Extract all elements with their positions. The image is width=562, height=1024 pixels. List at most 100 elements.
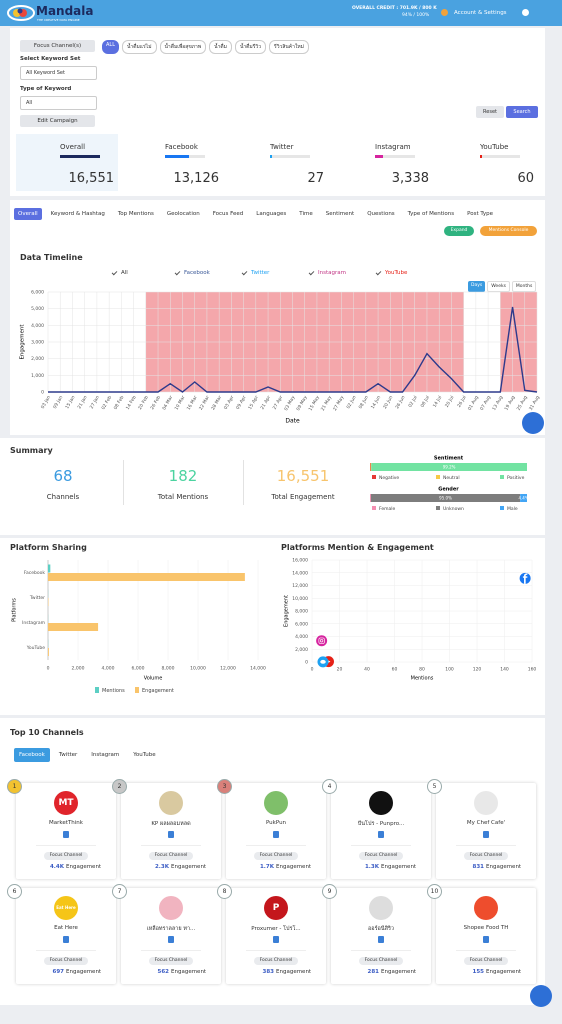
card-divider [351, 845, 411, 846]
channel-tab[interactable]: Twitter [58, 752, 78, 758]
platform-bar [165, 155, 189, 158]
platform-bar-track [375, 155, 415, 158]
avatar[interactable] [441, 9, 448, 16]
analysis-tab[interactable]: Languages [256, 211, 287, 217]
console-button[interactable]: Mentions Console [480, 226, 537, 236]
x-tick-label: 14 Jul [432, 395, 443, 409]
channel-action[interactable] [273, 936, 279, 943]
focus-pill[interactable]: Focus Channel [149, 852, 193, 860]
x-tick-label: 03 Jan [40, 395, 52, 410]
analysis-tab[interactable]: Top Mentions [117, 211, 154, 217]
channel-action[interactable] [378, 831, 384, 838]
channel-action[interactable] [483, 831, 489, 838]
focus-pill[interactable]: Focus Channel [149, 957, 193, 965]
channel-tab[interactable]: Facebook [14, 748, 50, 762]
icon-circle [316, 635, 328, 647]
analysis-tab[interactable]: Overall [14, 208, 42, 220]
y-tick-label: Facebook [24, 570, 46, 576]
channel-tab[interactable]: Instagram [91, 752, 120, 758]
scatter-point [316, 635, 328, 647]
y-tick-label: 2,000 [295, 647, 308, 653]
sharing-charts: 0 2,000 4,000 6,000 8,000 10,000 12,000 14,000 F… [12, 558, 537, 695]
focus-pill[interactable]: Focus Channel [359, 957, 403, 965]
edit-campaign[interactable]: Edit Campaign [20, 115, 95, 127]
focus-pill[interactable]: Focus Channel [44, 957, 88, 965]
type-select[interactable]: All [20, 96, 97, 110]
keyword-set-select[interactable]: All Keyword Set [20, 66, 97, 80]
keyword-chip[interactable]: น้ำดื่มเพื่อสุขภาพ [159, 40, 207, 54]
keyword-chip[interactable]: น้ำดื่มรีวิว [234, 40, 267, 54]
card-divider [36, 950, 96, 951]
stat-label: Channels [46, 493, 80, 501]
focus-pill[interactable]: Focus Channel [464, 852, 508, 860]
analysis-tab[interactable]: Keyword & Hashtag [50, 211, 105, 217]
icon-glyph [320, 659, 326, 664]
legend-label: Facebook [184, 270, 210, 276]
x-tick-label: 4,000 [102, 666, 115, 672]
y-tick-label: 14,000 [292, 570, 308, 576]
range-button[interactable]: Months [511, 281, 537, 292]
icon-glyph [320, 639, 324, 643]
analysis-tab[interactable]: Type of Mentions [407, 211, 455, 217]
chat-button[interactable] [522, 412, 544, 434]
search-button[interactable]: Search [506, 106, 538, 118]
analysis-tab[interactable]: Sentiment [325, 211, 355, 217]
x-tick-label: 15 Apr [247, 395, 260, 411]
keyword-chip[interactable]: น้ำดื่ม [209, 40, 232, 54]
analysis-tab[interactable]: Focus Feed [212, 211, 244, 217]
help-icon[interactable] [522, 9, 529, 16]
x-tick-label: 09 Jan [52, 395, 64, 410]
focus-pill[interactable]: Focus Channel [44, 852, 88, 860]
channel-action[interactable] [168, 831, 174, 838]
range-button[interactable]: Days [468, 281, 486, 292]
channel-action[interactable] [483, 936, 489, 943]
x-tick-label: 26 Jun [394, 395, 406, 410]
y-axis-label: Platforms [12, 598, 18, 622]
channel-tab[interactable]: YouTube [133, 752, 156, 758]
focus-button[interactable]: Focus Channel(s) [20, 40, 95, 52]
y-tick-label: 3,000 [31, 340, 44, 346]
rank-badge: 1 [7, 779, 22, 794]
engagement-label: Engagement [486, 864, 522, 870]
y-tick-label: 6,000 [295, 621, 308, 627]
x-tick-label: 19 Aug [503, 395, 516, 412]
channel-avatar: P [264, 896, 288, 920]
y-tick-label: 2,000 [31, 356, 44, 362]
channel-action[interactable] [168, 936, 174, 943]
legend-label: YouTube [385, 270, 408, 276]
x-tick-label: 140 [500, 667, 509, 673]
y-tick-label: 16,000 [292, 558, 308, 564]
keyword-chip[interactable]: ALL [102, 40, 119, 54]
focus-pill[interactable]: Focus Channel [254, 852, 298, 860]
analysis-tab[interactable]: Questions [367, 211, 395, 217]
analysis-tab[interactable]: Geolocation [166, 211, 200, 217]
reset-button[interactable]: Reset [476, 106, 504, 118]
account-settings[interactable]: Account & Settings [454, 10, 507, 16]
focus-pill[interactable]: Focus Channel [464, 957, 508, 965]
legend-swatch [372, 475, 376, 479]
channel-action[interactable] [273, 831, 279, 838]
focus-pill[interactable]: Focus Channel [254, 957, 298, 965]
channel-avatar [159, 791, 183, 815]
card-divider [456, 950, 516, 951]
channel-action[interactable] [63, 831, 69, 838]
keyword-chip[interactable]: รีวิวสินค้าใหม่ [269, 40, 309, 54]
y-tick-label: 12,000 [292, 583, 308, 589]
channel-action[interactable] [378, 936, 384, 943]
platform-card [436, 134, 538, 191]
range-button[interactable]: Weeks [487, 281, 510, 292]
y-tick-label: Instagram [22, 620, 45, 626]
channel-name: เหลือทราลลาย ทา... [146, 926, 196, 932]
expand-button[interactable]: Expand [444, 226, 474, 236]
focus-pill[interactable]: Focus Channel [359, 852, 403, 860]
keyword-chip[interactable]: น้ำดื่มแร่ไม่ [122, 40, 157, 54]
share-segment [370, 463, 372, 471]
chat-button[interactable] [530, 985, 552, 1007]
analysis-tab[interactable]: Time [299, 211, 313, 217]
analysis-tab[interactable]: Post Type [467, 211, 494, 217]
channel-avatar [264, 791, 288, 815]
channel-name: Eat Here [54, 925, 78, 931]
channel-action[interactable] [63, 936, 69, 943]
share-label: 99.2% [443, 465, 456, 470]
y-tick-label: 4,000 [295, 634, 308, 640]
